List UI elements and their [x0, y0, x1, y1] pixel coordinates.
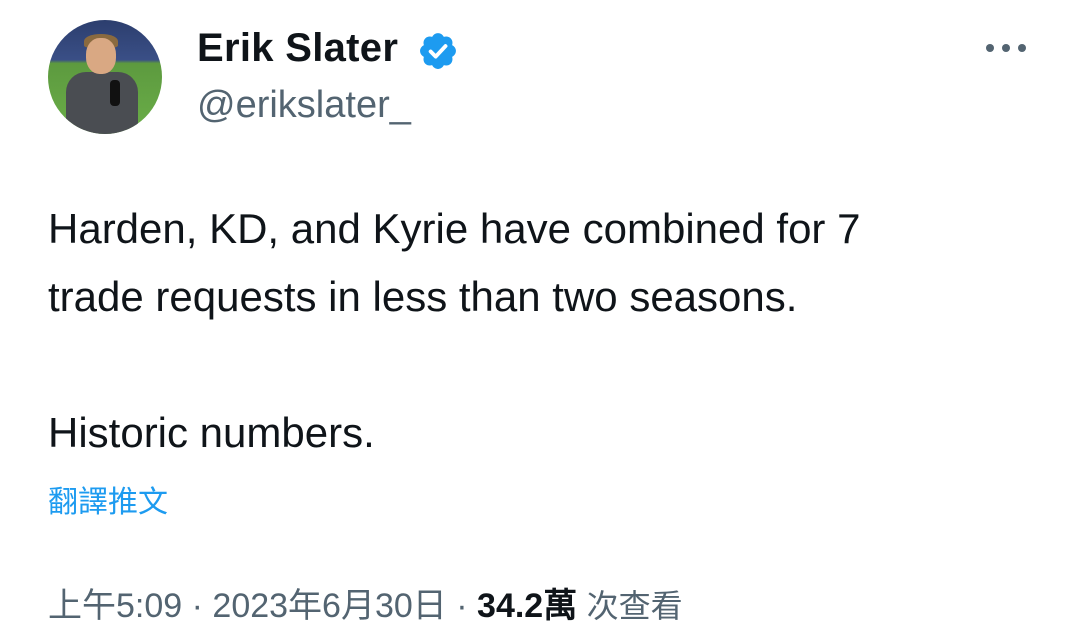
views-count: 34.2萬 [477, 587, 578, 625]
tweet-meta: 上午5:09 · 2023年6月30日 · 34.2萬 次查看 [48, 578, 683, 627]
more-horizontal-icon[interactable] [984, 30, 1028, 66]
avatar-body [66, 72, 138, 134]
avatar-microphone [110, 80, 120, 106]
avatar-head [86, 38, 116, 74]
views-label: 次查看 [586, 588, 683, 624]
author-handle[interactable]: @erikslater_ [197, 84, 411, 126]
tweet-time[interactable]: 上午5:09 [48, 587, 183, 625]
avatar[interactable] [48, 20, 162, 134]
separator: · [456, 587, 468, 625]
verified-badge-icon [420, 33, 456, 69]
tweet-date[interactable]: 2023年6月30日 [212, 587, 447, 625]
translate-tweet-link[interactable]: 翻譯推文 [48, 486, 168, 519]
tweet-text: Harden, KD, and Kyrie have combined for … [48, 205, 861, 456]
separator: · [191, 587, 203, 625]
author-name[interactable]: Erik Slater [197, 26, 399, 70]
